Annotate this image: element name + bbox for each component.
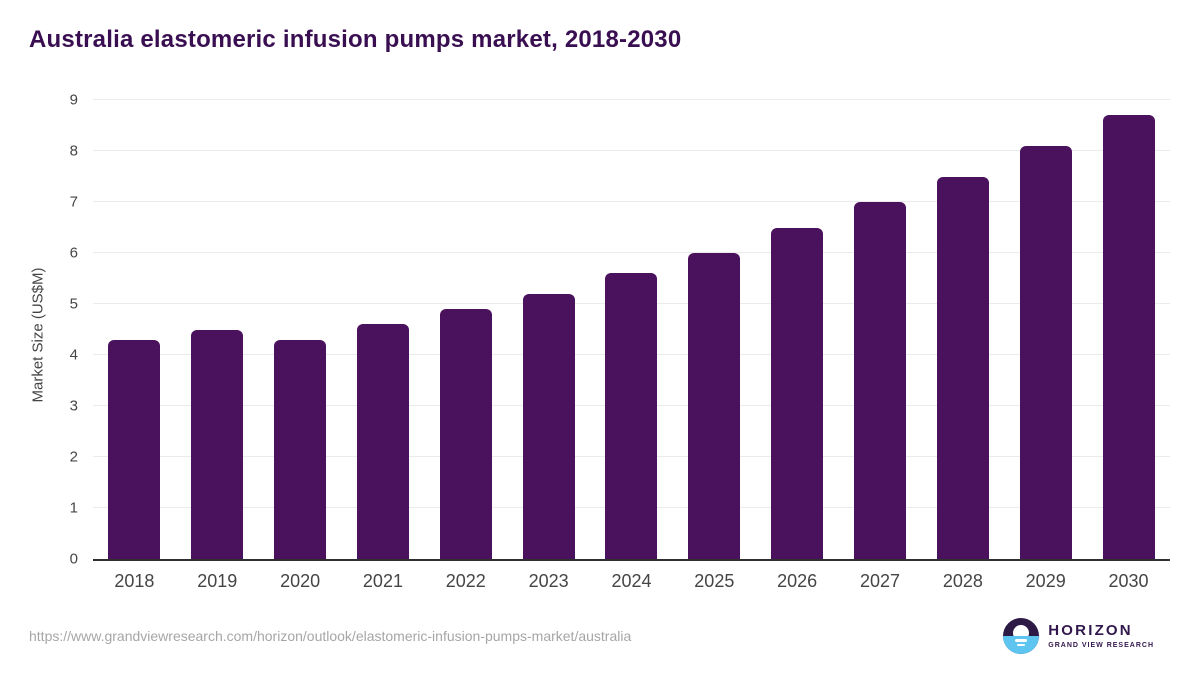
x-tick-label: 2024 bbox=[611, 571, 652, 591]
bars-layer bbox=[93, 100, 1170, 559]
bar-2024 bbox=[605, 273, 658, 559]
y-tick-labels: 0 1 2 3 4 5 6 7 8 9 bbox=[70, 93, 1170, 567]
bar-2026 bbox=[771, 227, 824, 559]
y-axis-title: Market Size (US$M) bbox=[29, 267, 47, 403]
bar-2020 bbox=[274, 339, 327, 559]
bar-2027 bbox=[854, 202, 907, 559]
horizon-logo: HORIZON GRAND VIEW RESEARCH bbox=[1003, 618, 1154, 654]
wave-line-icon bbox=[1017, 644, 1026, 646]
y-tick-label: 9 bbox=[69, 91, 78, 109]
x-tick-label: 2019 bbox=[197, 571, 238, 591]
horizon-logo-icon bbox=[1003, 618, 1040, 654]
bar-2021 bbox=[356, 324, 409, 559]
y-tick-label: 2 bbox=[69, 448, 78, 466]
y-tick-label: 8 bbox=[69, 142, 78, 160]
logo-wordmark: HORIZON bbox=[1048, 622, 1133, 640]
x-tick-label: 2021 bbox=[362, 571, 403, 591]
x-tick-label: 2027 bbox=[859, 571, 901, 591]
bar-slot bbox=[921, 100, 1004, 559]
bar-2028 bbox=[936, 176, 989, 559]
bar-slot bbox=[1087, 100, 1170, 559]
x-tick-label: 2026 bbox=[777, 571, 818, 591]
x-tick-label: 2022 bbox=[445, 571, 486, 591]
bar-slot bbox=[342, 100, 425, 559]
x-tick-label: 2025 bbox=[694, 571, 735, 591]
y-tick-label: 4 bbox=[69, 346, 78, 364]
x-tick-label: 2030 bbox=[1108, 571, 1149, 591]
logo-text: HORIZON GRAND VIEW RESEARCH bbox=[1048, 623, 1154, 649]
bar-2025 bbox=[688, 253, 741, 559]
x-tick-label: 2018 bbox=[114, 571, 155, 591]
gridline bbox=[93, 150, 1170, 151]
x-tick-label: 2023 bbox=[528, 571, 569, 591]
bar-2030 bbox=[1102, 115, 1155, 559]
footer: https://www.grandviewresearch.com/horizo… bbox=[29, 612, 1154, 660]
y-tick-label: 5 bbox=[69, 295, 78, 313]
x-tick-label: 2028 bbox=[942, 571, 983, 591]
x-tick-label: 2029 bbox=[1025, 571, 1066, 591]
x-tick-labels: 2018 2019 2020 2021 2022 2023 2024 2025 2026 2027… bbox=[93, 571, 1170, 592]
bar-2018 bbox=[108, 339, 161, 559]
y-tick-label: 0 bbox=[69, 550, 78, 568]
bar-slot bbox=[673, 100, 756, 559]
source-url: https://www.grandviewresearch.com/horizo… bbox=[29, 628, 632, 644]
y-tick-label: 7 bbox=[69, 193, 78, 211]
x-tick-label: 2020 bbox=[280, 571, 321, 591]
bar-2023 bbox=[522, 293, 575, 559]
bar-slot bbox=[93, 100, 176, 559]
bar-slot bbox=[839, 100, 922, 559]
y-tick-label: 6 bbox=[69, 244, 78, 262]
bar-slot bbox=[176, 100, 259, 559]
gridline bbox=[93, 201, 1170, 202]
bar-2029 bbox=[1019, 145, 1072, 559]
logo-subtitle: GRAND VIEW RESEARCH bbox=[1048, 641, 1154, 649]
bar-slot bbox=[424, 100, 507, 559]
bar-slot bbox=[756, 100, 839, 559]
bar-slot bbox=[1004, 100, 1087, 559]
wave-line-icon bbox=[1015, 639, 1028, 642]
bar-slot bbox=[507, 100, 590, 559]
bar-slot bbox=[259, 100, 342, 559]
bar-2022 bbox=[439, 309, 492, 559]
sea-shape bbox=[1003, 636, 1040, 654]
y-tick-label: 1 bbox=[69, 499, 78, 517]
gridline bbox=[93, 99, 1170, 100]
y-tick-label: 3 bbox=[69, 397, 78, 415]
bar-slot bbox=[590, 100, 673, 559]
page-title: Australia elastomeric infusion pumps mar… bbox=[29, 26, 682, 53]
gridline bbox=[93, 252, 1170, 254]
bar-2019 bbox=[191, 329, 244, 559]
